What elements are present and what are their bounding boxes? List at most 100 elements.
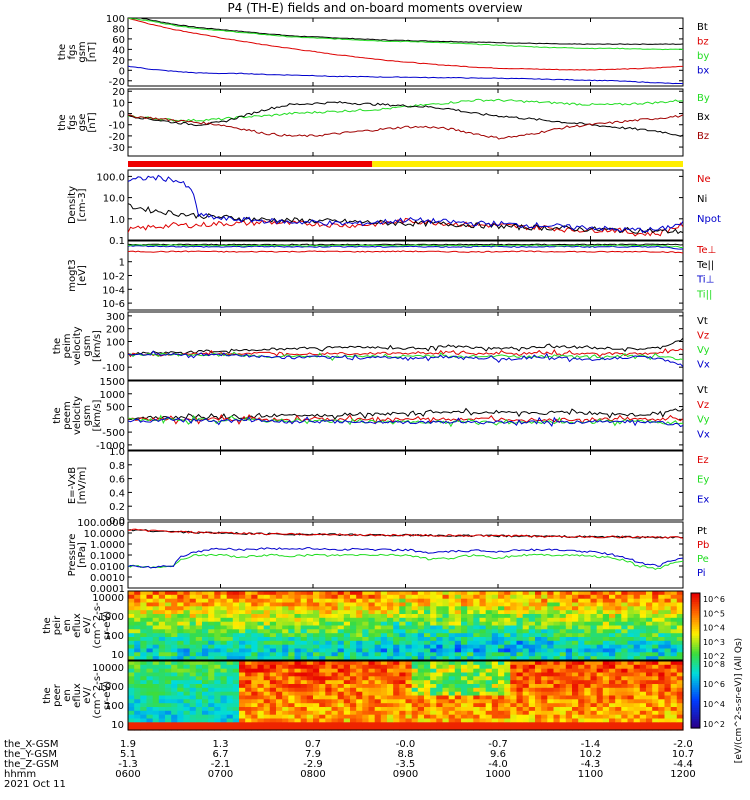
heatmap-cell bbox=[504, 633, 511, 638]
heatmap-cell bbox=[467, 699, 474, 704]
heatmap-cell bbox=[652, 699, 659, 704]
heatmap-cell bbox=[134, 680, 141, 685]
heatmap-cell bbox=[356, 591, 363, 596]
heatmap-cell bbox=[374, 676, 382, 681]
heatmap-cell bbox=[670, 695, 678, 700]
heatmap-cell bbox=[417, 640, 425, 646]
heatmap-cell bbox=[621, 668, 629, 674]
heatmap-cell bbox=[239, 668, 246, 674]
heatmap-cell bbox=[528, 672, 536, 677]
heatmap-cell bbox=[288, 617, 296, 623]
heatmap-cell bbox=[405, 684, 413, 689]
heatmap-cell bbox=[621, 617, 629, 623]
heatmap-cell bbox=[177, 722, 185, 727]
heatmap-cell bbox=[676, 637, 684, 642]
heatmap-cell bbox=[473, 598, 481, 604]
heatmap-cell bbox=[498, 610, 505, 615]
heatmap-cell bbox=[226, 714, 234, 720]
heatmap-cell bbox=[337, 714, 345, 720]
heatmap-cell bbox=[633, 644, 641, 650]
heatmap-cell bbox=[294, 661, 302, 666]
heatmap-cell bbox=[319, 610, 326, 615]
heatmap-cell bbox=[584, 656, 592, 661]
heatmap-cell bbox=[331, 637, 339, 642]
heatmap-cell bbox=[664, 684, 672, 689]
heatmap-cell bbox=[239, 695, 246, 700]
heatmap-cell bbox=[202, 691, 209, 697]
heatmap-cell bbox=[257, 625, 265, 630]
heatmap-cell bbox=[485, 703, 493, 708]
mode-bar-segment bbox=[372, 161, 683, 167]
heatmap-cell bbox=[350, 722, 357, 727]
heatmap-cell bbox=[615, 707, 622, 712]
heatmap-cell bbox=[374, 722, 382, 727]
heatmap-cell bbox=[306, 664, 314, 670]
legend-Pt: Pt bbox=[697, 526, 707, 537]
heatmap-cell bbox=[214, 606, 222, 611]
heatmap-cell bbox=[436, 668, 444, 674]
heatmap-cell bbox=[627, 621, 635, 627]
heatmap-cell bbox=[646, 718, 653, 723]
heatmap-cell bbox=[183, 656, 191, 661]
heatmap-cell bbox=[387, 591, 394, 596]
heatmap-cell bbox=[257, 726, 265, 731]
heatmap-cell bbox=[639, 591, 647, 596]
heatmap-cell bbox=[152, 680, 160, 685]
heatmap-cell bbox=[337, 710, 345, 716]
heatmap-cell bbox=[596, 633, 604, 638]
heatmap-cell bbox=[202, 714, 209, 720]
heatmap-cell bbox=[417, 610, 425, 615]
heatmap-cell bbox=[282, 668, 289, 674]
heatmap-cell bbox=[627, 687, 635, 693]
heatmap-cell bbox=[664, 668, 672, 674]
heatmap-cell bbox=[245, 652, 252, 657]
heatmap-cell bbox=[313, 684, 320, 689]
heatmap-cell bbox=[590, 726, 598, 731]
heatmap-cell bbox=[387, 610, 394, 615]
heatmap-cell bbox=[343, 714, 351, 720]
heatmap-cell bbox=[374, 687, 382, 693]
heatmap-cell bbox=[306, 617, 314, 623]
legend-Pe: Pe bbox=[697, 554, 709, 565]
heatmap-cell bbox=[491, 633, 499, 638]
heatmap-cell bbox=[399, 606, 407, 611]
heatmap-cell bbox=[134, 625, 141, 630]
heatmap-cell bbox=[232, 640, 240, 646]
heatmap-cell bbox=[652, 676, 659, 681]
heatmap-cell bbox=[263, 637, 271, 642]
heatmap-cell bbox=[380, 726, 388, 731]
heatmap-cell bbox=[664, 687, 672, 693]
heatmap-cell bbox=[424, 598, 431, 604]
heatmap-cell bbox=[183, 644, 191, 650]
heatmap-cell bbox=[553, 676, 561, 681]
heatmap-cell bbox=[232, 629, 240, 634]
heatmap-cell bbox=[430, 687, 437, 693]
heatmap-cell bbox=[565, 691, 573, 697]
heatmap-cell bbox=[473, 614, 481, 619]
heatmap-cell bbox=[633, 640, 641, 646]
heatmap-cell bbox=[208, 621, 215, 627]
heatmap-cell bbox=[565, 687, 573, 693]
heatmap-cell bbox=[510, 602, 518, 607]
heatmap-cell bbox=[633, 602, 641, 607]
heatmap-cell bbox=[596, 668, 604, 674]
colorbar-cell bbox=[691, 620, 700, 623]
heatmap-cell bbox=[152, 703, 160, 708]
heatmap-cell bbox=[442, 695, 450, 700]
heatmap-cell bbox=[596, 598, 604, 604]
heatmap-cell bbox=[128, 633, 135, 638]
heatmap-cell bbox=[239, 687, 246, 693]
heatmap-cell bbox=[158, 687, 166, 693]
heatmap-cell bbox=[461, 637, 468, 642]
heatmap-cell bbox=[467, 652, 474, 657]
heatmap-cell bbox=[152, 598, 160, 604]
heatmap-cell bbox=[448, 668, 456, 674]
heatmap-cell bbox=[516, 648, 524, 653]
heatmap-cell bbox=[220, 610, 228, 615]
heatmap-cell bbox=[479, 594, 487, 600]
heatmap-cell bbox=[547, 621, 555, 627]
heatmap-cell bbox=[621, 625, 629, 630]
heatmap-cell bbox=[411, 703, 419, 708]
heatmap-cell bbox=[239, 621, 246, 627]
heatmap-cell bbox=[627, 594, 635, 600]
